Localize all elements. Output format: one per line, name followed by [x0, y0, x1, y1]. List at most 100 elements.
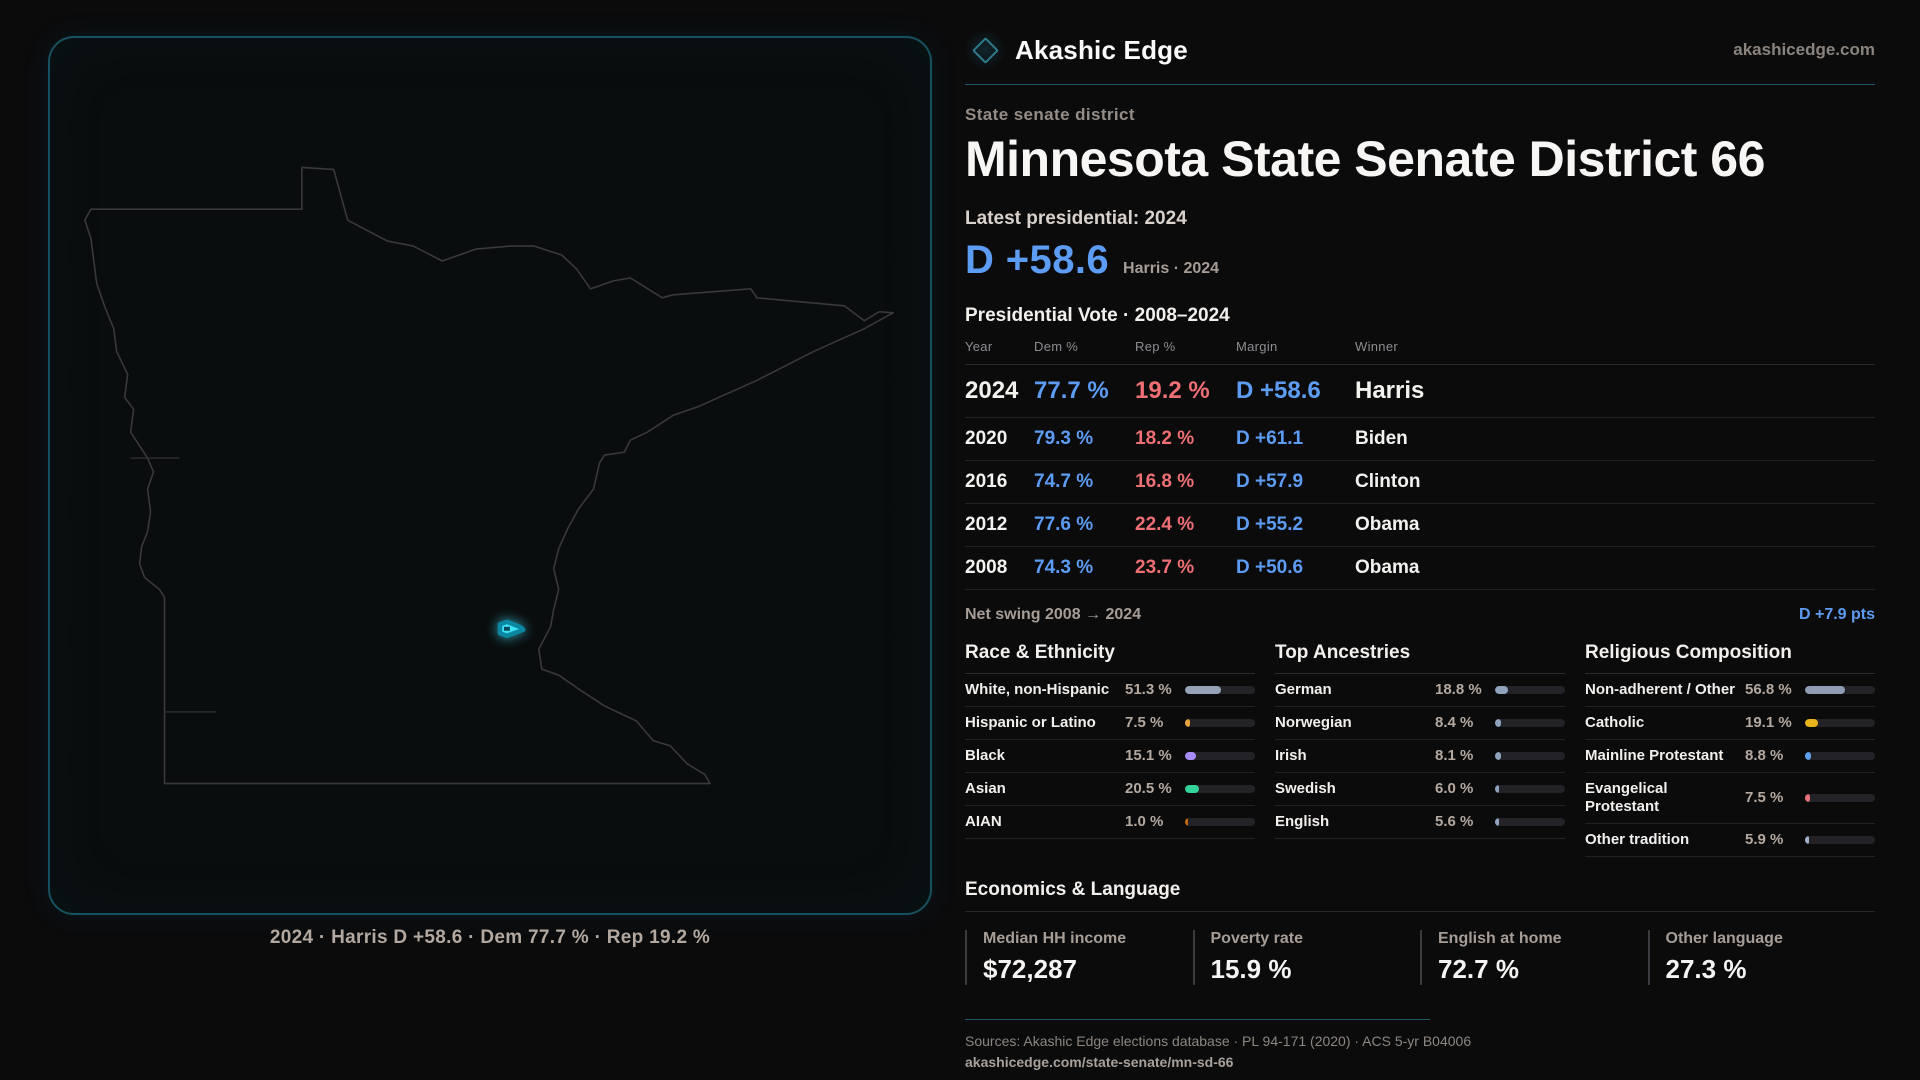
report-panel: Akashic Edge akashicedge.com State senat… — [965, 30, 1875, 1070]
demographic-label: Other tradition — [1585, 830, 1690, 848]
demographic-row: Black 15.1 % — [965, 740, 1255, 773]
vote-row: 2008 74.3 % 23.7 % D +50.6 Obama — [965, 547, 1875, 590]
vote-cell-rep: 19.2 % — [1135, 376, 1210, 404]
demographic-row: English 5.6 % — [1275, 806, 1565, 839]
footer: Sources: Akashic Edge elections database… — [965, 1018, 1875, 1070]
headline-margin-sub: Harris · 2024 — [1123, 259, 1220, 277]
vote-table-title: Presidential Vote · 2008–2024 — [965, 304, 1230, 326]
brand-domain-link[interactable]: akashicedge.com — [1733, 40, 1875, 59]
demographic-bar-track — [1805, 835, 1875, 844]
page-title: Minnesota State Senate District 66 — [965, 131, 1765, 187]
headline-margin-row: D +58.6 Harris · 2024 — [965, 238, 1875, 283]
demographic-value: 5.6 % — [1435, 813, 1474, 830]
district-inner-mark — [503, 626, 510, 631]
demographic-bar-fill — [1185, 817, 1188, 826]
stat-label: English at home — [1438, 929, 1562, 947]
demographic-label: German — [1275, 680, 1332, 698]
vote-cell-year: 2012 — [965, 513, 1008, 535]
vote-cell-year: 2008 — [965, 556, 1008, 578]
headline-margin-value: D +58.6 — [965, 237, 1110, 282]
stat-value: 72.7 % — [1438, 953, 1519, 984]
header: Akashic Edge akashicedge.com — [965, 30, 1875, 85]
demographic-row: Mainline Protestant 8.8 % — [1585, 740, 1875, 773]
demographic-bar-fill — [1185, 751, 1196, 760]
vote-cell-margin: D +58.6 — [1236, 376, 1321, 404]
demographic-bar-track — [1805, 793, 1875, 802]
demographic-value: 15.1 % — [1125, 747, 1172, 764]
brand-name: Akashic Edge — [1015, 34, 1188, 65]
demographics-column: Race & Ethnicity White, non-Hispanic 51.3 … — [965, 642, 1255, 839]
minnesota-map — [84, 166, 894, 785]
demographic-value: 6.0 % — [1435, 780, 1474, 797]
demographic-label: Hispanic or Latino — [965, 713, 1096, 731]
economics-section: Economics & Language Median HH income $72… — [965, 879, 1875, 985]
demographic-label: Mainline Protestant — [1585, 746, 1724, 764]
demographic-bar-track — [1495, 817, 1565, 826]
demographic-value: 51.3 % — [1125, 681, 1172, 698]
demographics-column: Religious Composition Non-adherent / Othe… — [1585, 642, 1875, 857]
stat-tile: Poverty rate 15.9 % — [1192, 929, 1421, 985]
demographic-value: 56.8 % — [1745, 681, 1792, 698]
vote-cell-margin: D +50.6 — [1236, 556, 1304, 578]
brand-logo — [965, 30, 1005, 70]
demographic-value: 7.5 % — [1745, 789, 1784, 806]
demographic-value: 20.5 % — [1125, 780, 1172, 797]
stat-tile: Median HH income $72,287 — [965, 929, 1193, 985]
demographic-label: Catholic — [1585, 713, 1645, 731]
demographic-bar-track — [1185, 685, 1255, 694]
stat-tile: Other language 27.3 % — [1647, 929, 1876, 985]
vote-cell-year: 2020 — [965, 427, 1008, 449]
sources-text: Sources: Akashic Edge elections database… — [965, 1032, 1472, 1049]
demographic-bar-track — [1495, 718, 1565, 727]
vote-cell-winner: Clinton — [1355, 470, 1421, 492]
vote-cell-winner: Obama — [1355, 556, 1420, 578]
demographic-row: Norwegian 8.4 % — [1275, 707, 1565, 740]
district-66-highlight — [497, 619, 526, 639]
demographic-row: Hispanic or Latino 7.5 % — [965, 707, 1255, 740]
demographic-bar-track — [1805, 751, 1875, 760]
demographic-value: 8.4 % — [1435, 714, 1474, 731]
economics-stats: Median HH income $72,287 Poverty rate 15.9 … — [965, 929, 1876, 985]
stat-label: Other language — [1665, 929, 1783, 947]
demographic-label: AIAN — [965, 812, 1002, 830]
demographic-bar-fill — [1805, 685, 1845, 694]
demographic-label: Non-adherent / Other — [1585, 680, 1736, 698]
vote-cell-margin: D +57.9 — [1236, 470, 1304, 492]
demographic-bar-fill — [1805, 793, 1811, 802]
demographics-column-title: Top Ancestries — [1275, 642, 1565, 674]
vote-cell-rep: 18.2 % — [1135, 427, 1195, 449]
demographic-bar-track — [1185, 784, 1255, 793]
demographic-bar-fill — [1495, 718, 1501, 727]
vote-cell-winner: Biden — [1355, 427, 1408, 449]
demographic-row: Asian 20.5 % — [965, 773, 1255, 806]
vote-cell-year: 2016 — [965, 470, 1008, 492]
demographic-bar-fill — [1805, 835, 1810, 844]
vote-row: 2020 79.3 % 18.2 % D +61.1 Biden — [965, 418, 1875, 461]
demographic-row: German 18.8 % — [1275, 674, 1565, 707]
col-header-rep: Rep % — [1135, 338, 1176, 354]
vote-cell-dem: 77.6 % — [1034, 513, 1094, 535]
demographic-value: 8.8 % — [1745, 747, 1784, 764]
vote-cell-dem: 74.7 % — [1034, 470, 1094, 492]
demographic-bar-track — [1185, 718, 1255, 727]
demographic-label: Evangelical Protestant — [1585, 779, 1668, 815]
demographic-bar-track — [1185, 751, 1255, 760]
vote-cell-rep: 22.4 % — [1135, 513, 1195, 535]
vote-cell-winner: Harris — [1355, 376, 1425, 404]
demographic-bar-fill — [1495, 784, 1500, 793]
demographic-row: AIAN 1.0 % — [965, 806, 1255, 839]
demographic-value: 5.9 % — [1745, 831, 1784, 848]
demographics-column: Top Ancestries German 18.8 % Norwegian 8.4 %… — [1275, 642, 1565, 839]
col-header-dem: Dem % — [1034, 338, 1079, 354]
minnesota-outline — [84, 166, 894, 785]
demographic-bar-track — [1495, 784, 1565, 793]
demographic-label: Black — [965, 746, 1006, 764]
vote-table: Year Dem % Rep % Margin Winner 2024 77.7 … — [965, 335, 1875, 590]
demographic-bar-track — [1185, 817, 1255, 826]
permalink[interactable]: akashicedge.com/state-senate/mn-sd-66 — [965, 1053, 1234, 1070]
demographic-bar-fill — [1185, 784, 1200, 793]
vote-cell-year: 2024 — [965, 376, 1019, 404]
demographic-label: Asian — [965, 779, 1006, 797]
state-map-panel — [48, 36, 932, 915]
demographic-bar-track — [1805, 718, 1875, 727]
